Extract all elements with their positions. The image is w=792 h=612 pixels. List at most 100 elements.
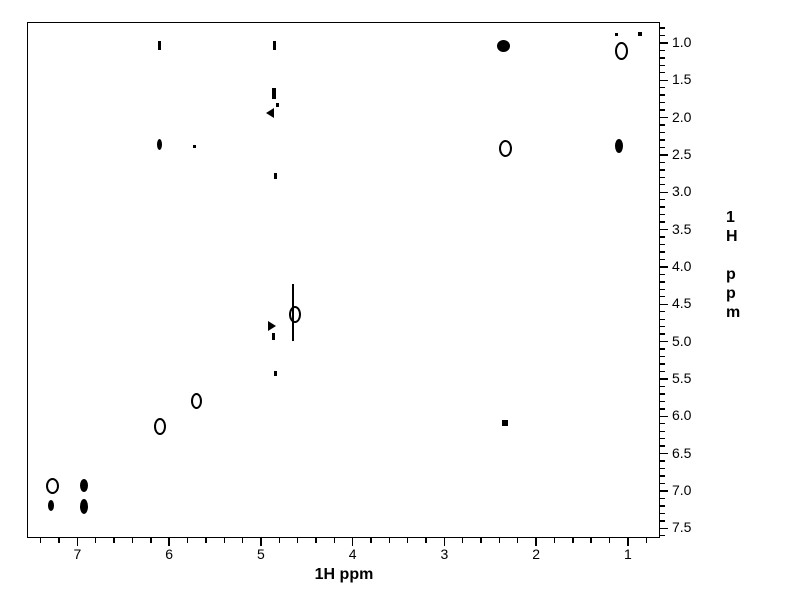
y-tick-minor bbox=[660, 221, 665, 223]
y-tick-label: 7.0 bbox=[672, 481, 692, 498]
y-tick-minor bbox=[660, 497, 665, 500]
y-tick-minor bbox=[660, 131, 665, 134]
x-tick-label: 6 bbox=[165, 546, 174, 562]
nmr-peak bbox=[502, 419, 509, 426]
y-tick-minor bbox=[660, 258, 665, 261]
nmr-peak bbox=[46, 478, 60, 495]
y-tick-minor bbox=[660, 87, 665, 89]
nmr-peak bbox=[272, 333, 276, 341]
nmr-peak bbox=[266, 108, 275, 119]
x-tick-minor bbox=[407, 538, 409, 543]
y-tick-minor bbox=[660, 251, 665, 253]
x-tick-minor bbox=[150, 538, 152, 543]
x-tick-major bbox=[535, 538, 537, 546]
y-tick-minor bbox=[660, 430, 665, 432]
y-axis-label-char: 1 bbox=[726, 209, 735, 226]
x-tick-minor bbox=[113, 538, 115, 543]
y-tick-minor bbox=[660, 288, 665, 291]
y-tick-minor bbox=[660, 325, 665, 328]
x-tick-minor bbox=[480, 538, 482, 543]
x-tick-minor bbox=[186, 538, 189, 543]
x-tick-minor bbox=[40, 538, 42, 543]
x-tick-label: 2 bbox=[532, 546, 541, 562]
y-tick-minor bbox=[660, 243, 665, 246]
y-tick-major bbox=[660, 79, 668, 81]
y-tick-minor bbox=[660, 34, 665, 37]
y-tick-minor bbox=[660, 64, 665, 66]
x-tick-major bbox=[443, 538, 446, 546]
y-tick-minor bbox=[660, 520, 665, 522]
y-tick-minor bbox=[660, 199, 665, 201]
y-tick-major bbox=[660, 191, 668, 193]
nmr-peak bbox=[615, 42, 629, 61]
y-tick-minor bbox=[660, 460, 665, 462]
x-tick-minor bbox=[315, 538, 317, 543]
y-tick-minor bbox=[660, 184, 665, 186]
y-tick-minor bbox=[660, 57, 665, 59]
y-tick-label: 3.0 bbox=[672, 183, 692, 200]
y-tick-minor bbox=[660, 72, 665, 74]
plot-area bbox=[28, 23, 659, 537]
y-tick-minor bbox=[660, 535, 665, 537]
y-tick-major bbox=[660, 116, 668, 119]
x-tick-minor bbox=[608, 538, 611, 543]
nmr-peak bbox=[271, 88, 276, 100]
y-tick-minor bbox=[660, 281, 665, 283]
nmr-peak bbox=[157, 40, 161, 50]
x-tick-label: 7 bbox=[73, 546, 82, 562]
nmr-peak bbox=[156, 139, 162, 151]
y-tick-major bbox=[660, 42, 668, 44]
y-tick-major bbox=[660, 527, 668, 529]
x-tick-minor bbox=[58, 538, 60, 543]
y-tick-minor bbox=[660, 146, 665, 149]
y-tick-minor bbox=[660, 94, 665, 96]
y-tick-major bbox=[660, 266, 668, 268]
y-axis-label-char: p bbox=[726, 285, 736, 302]
y-tick-label: 2.0 bbox=[672, 108, 692, 125]
y-tick-minor bbox=[660, 505, 665, 507]
x-tick-major bbox=[260, 538, 262, 546]
y-tick-label: 6.5 bbox=[672, 444, 692, 461]
x-tick-label: 5 bbox=[257, 546, 265, 562]
y-tick-minor bbox=[660, 363, 665, 365]
y-tick-minor bbox=[660, 124, 665, 126]
y-tick-label: 1.0 bbox=[672, 33, 692, 50]
x-tick-minor bbox=[205, 538, 207, 543]
nmr-peak bbox=[615, 33, 619, 37]
y-tick-minor bbox=[660, 169, 665, 171]
x-tick-minor bbox=[572, 538, 574, 543]
x-tick-minor bbox=[131, 538, 134, 543]
y-tick-minor bbox=[660, 385, 665, 388]
plot-frame bbox=[27, 22, 660, 538]
nmr-peak bbox=[79, 498, 88, 514]
y-tick-minor bbox=[660, 512, 665, 515]
x-tick-minor bbox=[333, 538, 336, 543]
x-tick-minor bbox=[425, 538, 427, 543]
x-tick-major bbox=[76, 538, 79, 546]
y-tick-major bbox=[660, 303, 668, 305]
y-axis-label-char: H bbox=[726, 228, 738, 245]
t1-noise-streak bbox=[292, 284, 295, 342]
y-tick-minor bbox=[660, 393, 665, 395]
y-tick-minor bbox=[660, 161, 665, 164]
y-tick-minor bbox=[660, 49, 665, 52]
x-axis-label: 1H ppm bbox=[314, 566, 374, 583]
y-tick-minor bbox=[660, 437, 665, 440]
y-tick-major bbox=[660, 415, 668, 417]
nmr-peak bbox=[79, 479, 88, 493]
y-tick-major bbox=[660, 340, 668, 343]
x-tick-minor bbox=[223, 538, 225, 543]
y-axis-label-char: p bbox=[726, 266, 736, 283]
nmr-peak bbox=[637, 32, 642, 37]
y-tick-minor bbox=[660, 475, 665, 477]
y-tick-minor bbox=[660, 445, 665, 447]
y-tick-minor bbox=[660, 318, 665, 320]
x-tick-label: 4 bbox=[348, 546, 357, 562]
nmr-peak bbox=[274, 371, 278, 377]
y-tick-minor bbox=[660, 109, 665, 111]
y-tick-label: 4.5 bbox=[672, 295, 692, 312]
y-tick-minor bbox=[660, 236, 665, 238]
y-tick-label: 1.5 bbox=[672, 71, 692, 88]
y-tick-label: 3.5 bbox=[672, 220, 692, 237]
y-tick-minor bbox=[660, 370, 665, 373]
